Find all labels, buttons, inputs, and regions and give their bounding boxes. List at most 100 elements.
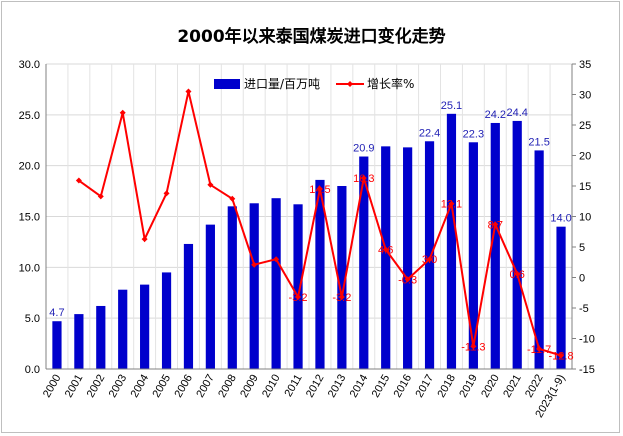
line-series	[75, 88, 565, 359]
line-value-label: -3.2	[289, 292, 308, 304]
y-right-tick-label: 20	[579, 151, 591, 163]
line-value-label: 0.6	[510, 269, 525, 281]
bar-value-label: 24.4	[506, 107, 527, 119]
bar	[271, 198, 281, 369]
x-tick-label: 2018	[435, 373, 458, 400]
line-value-label: -3.2	[332, 292, 351, 304]
line-point	[316, 186, 323, 193]
bar	[183, 243, 194, 369]
legend-line-label: 增长率%	[367, 76, 414, 91]
line-point	[492, 221, 499, 228]
x-tick-label: 2012	[304, 373, 327, 400]
line-value-label: -11.7	[527, 344, 551, 356]
x-tick-label: 2014	[348, 373, 371, 400]
bar	[424, 141, 435, 369]
line-point	[185, 88, 192, 95]
line-value-label: -11.3	[461, 341, 485, 353]
bar-value-label: 22.3	[463, 128, 484, 140]
line-point	[404, 276, 411, 283]
line-value-label: 4.6	[378, 244, 393, 256]
x-tick-label: 2011	[282, 373, 304, 399]
bar	[161, 272, 172, 369]
data-labels: 4.7 20.9 22.4 25.1 22.324.2 24.4 21.5 14.0 -3.2 1…	[49, 100, 573, 363]
y-right-tick-label: 10	[579, 212, 591, 224]
x-tick-label: 2003	[107, 373, 130, 400]
bar-value-label: 14.0	[550, 213, 571, 225]
line-value-label: 12.1	[441, 199, 462, 211]
x-tick-label: 2021	[501, 373, 524, 400]
bar	[293, 204, 303, 369]
line-point	[338, 294, 345, 301]
line-point	[229, 195, 236, 202]
y-right-tick-label: 25	[579, 120, 591, 132]
bar	[205, 224, 215, 369]
bar	[534, 150, 544, 369]
y-left-tick-label: 10.0	[19, 262, 40, 274]
line-point	[448, 200, 455, 207]
line-value-label: -12.8	[549, 351, 574, 363]
bar	[512, 120, 522, 369]
y-right-tick-label: 35	[579, 59, 591, 71]
y-right-tick-label: 5	[579, 242, 585, 254]
legend-bar-label: 进口量/百万吨	[244, 77, 320, 91]
bar	[490, 122, 500, 369]
bar-value-label: 21.5	[528, 136, 549, 148]
x-tick-label: 2013	[326, 373, 349, 400]
line-point	[163, 190, 170, 197]
line-point	[360, 175, 367, 182]
line-point	[141, 236, 148, 243]
x-tick-label: 2005	[151, 373, 174, 400]
legend-bar-swatch	[214, 79, 240, 89]
line-point	[558, 352, 565, 359]
x-tick-label: 2020	[479, 372, 502, 399]
bar	[315, 179, 325, 369]
line-point	[382, 246, 389, 253]
bar	[446, 113, 457, 369]
line-point	[514, 270, 521, 277]
x-tick-label: 2017	[414, 373, 437, 400]
line-point	[251, 261, 258, 268]
line-point	[426, 256, 433, 263]
x-tick-label: 2000	[41, 373, 64, 400]
bar-value-label: 24.2	[485, 109, 506, 121]
x-tick-label: 2001	[63, 373, 86, 400]
chart-title: 2000年以来泰国煤炭进口变化走势	[177, 27, 446, 47]
line-point	[470, 343, 477, 350]
line-value-label: -0.3	[398, 274, 417, 286]
x-tick-label: 2022	[523, 373, 546, 400]
x-tick-label: 2007	[194, 373, 217, 400]
bar-series	[52, 113, 566, 369]
y-right-tick-label: 15	[579, 181, 591, 193]
line-point	[295, 294, 302, 301]
x-tick-label: 2004	[129, 373, 152, 400]
x-tick-label: 2016	[392, 373, 415, 400]
bar-value-label: 22.4	[419, 127, 440, 139]
bar	[249, 203, 259, 369]
line-point	[97, 193, 104, 200]
x-tick-label: 2015	[370, 373, 393, 400]
y-right-tick-label: 0	[579, 273, 585, 285]
bar	[74, 314, 84, 369]
bar	[556, 226, 566, 369]
line-point	[119, 109, 126, 116]
line-point	[536, 345, 543, 352]
bar	[359, 156, 369, 369]
y-left-tick-label: 20.0	[19, 161, 40, 173]
line-point	[75, 177, 82, 184]
x-tick-label: 2008	[216, 373, 239, 400]
y-left-tick-label: 15.0	[19, 212, 40, 224]
y-right-tick-label: -15	[579, 364, 595, 376]
bar	[227, 206, 237, 369]
bar	[96, 305, 106, 369]
bar	[52, 321, 62, 369]
line-point	[207, 181, 214, 188]
x-tick-label: 2002	[85, 373, 108, 400]
line-value-label: 16.3	[353, 173, 374, 185]
bar-value-label: 4.7	[49, 307, 64, 319]
y-right-tick-label: -5	[579, 303, 589, 315]
line-value-label: 3.0	[422, 254, 437, 266]
bar-value-label: 25.1	[441, 100, 462, 112]
x-tick-label: 2009	[238, 373, 261, 400]
y-left-tick-label: 30.0	[19, 59, 40, 71]
